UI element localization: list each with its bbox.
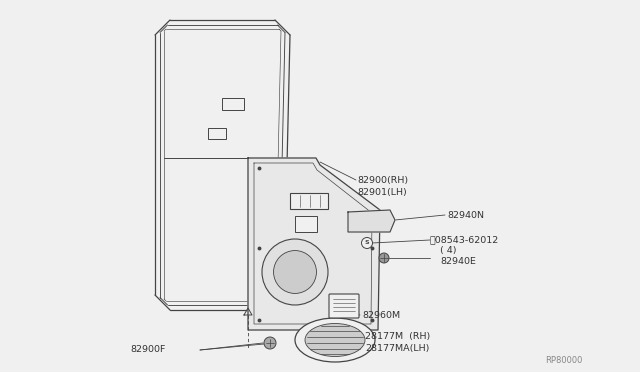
Text: Ⓝ08543-62012: Ⓝ08543-62012: [430, 235, 499, 244]
Text: 28177M  (RH): 28177M (RH): [365, 331, 430, 340]
Polygon shape: [348, 210, 395, 232]
Text: RP80000: RP80000: [545, 356, 582, 365]
Text: 82901(LH): 82901(LH): [357, 187, 407, 196]
Circle shape: [264, 337, 276, 349]
Text: 82940N: 82940N: [447, 211, 484, 219]
FancyBboxPatch shape: [295, 216, 317, 232]
Ellipse shape: [295, 318, 375, 362]
Circle shape: [262, 239, 328, 305]
Circle shape: [379, 253, 389, 263]
Text: 82900(RH): 82900(RH): [357, 176, 408, 185]
Text: 82960M: 82960M: [362, 311, 400, 321]
FancyBboxPatch shape: [208, 128, 226, 139]
FancyBboxPatch shape: [222, 98, 244, 110]
Circle shape: [362, 237, 372, 248]
Text: 82940E: 82940E: [440, 257, 476, 266]
Text: 28177MA(LH): 28177MA(LH): [365, 343, 429, 353]
Text: 82900F: 82900F: [130, 346, 165, 355]
Text: S: S: [365, 241, 369, 246]
Text: ( 4): ( 4): [440, 246, 456, 254]
Circle shape: [273, 251, 316, 294]
FancyBboxPatch shape: [329, 294, 359, 318]
Ellipse shape: [305, 324, 365, 356]
Polygon shape: [248, 158, 380, 330]
FancyBboxPatch shape: [290, 193, 328, 209]
